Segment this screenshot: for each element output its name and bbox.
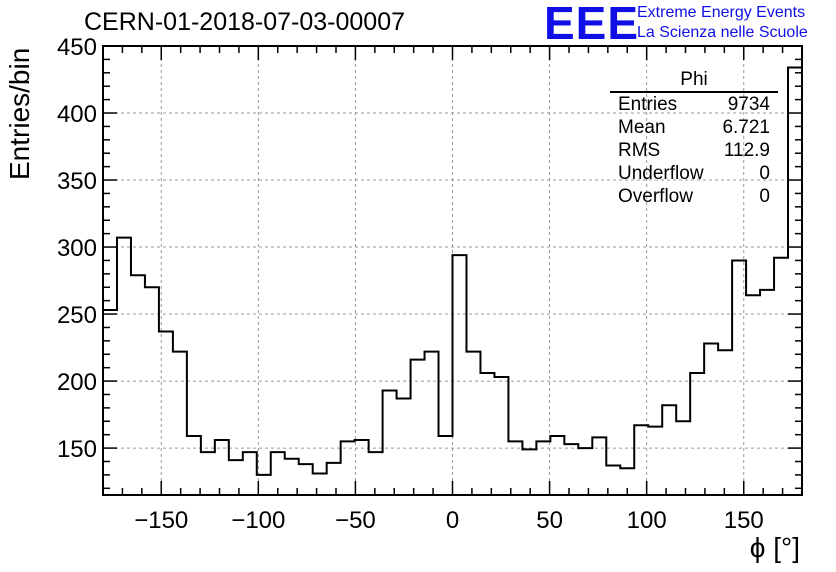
histogram-bin (508, 441, 522, 495)
histogram-bin (397, 398, 411, 495)
stats-row-value: 0 (759, 186, 770, 207)
x-tick-label: 50 (536, 507, 563, 534)
stats-row: RMS 112.9 (610, 139, 778, 162)
x-tick-labels: −150 −100 −50 0 50 100 150 (134, 507, 764, 534)
y-tick-label: 400 (57, 101, 97, 128)
y-tick-label: 150 (57, 436, 97, 463)
histogram-bin (788, 67, 802, 495)
histogram-bin (131, 275, 145, 495)
histogram-step-line (103, 66, 802, 476)
stats-row: Overflow 0 (610, 185, 778, 208)
x-tick-label: −50 (335, 507, 376, 534)
histogram-bin (425, 352, 439, 495)
histogram-bin (494, 377, 508, 495)
histogram-bin (313, 474, 327, 495)
x-axis-label: ϕ [°] (749, 532, 800, 563)
histogram-bin (103, 310, 117, 495)
x-tick-label: −100 (231, 507, 285, 534)
x-tick-label: 100 (627, 507, 667, 534)
histogram-bin (564, 444, 578, 495)
histogram-bin (718, 350, 732, 495)
y-tick-label: 300 (57, 235, 97, 262)
stats-row-value: 6.721 (722, 117, 770, 138)
stats-row-value: 0 (759, 163, 770, 184)
histogram-bin (383, 390, 397, 495)
chart-title: CERN-01-2018-07-03-00007 (84, 8, 406, 36)
histogram-bin (676, 421, 690, 495)
stats-title: Phi (610, 69, 778, 93)
stats-rows: Entries 9734 Mean 6.721 RMS 112.9 Underflow 0 Ov… (610, 93, 778, 208)
histogram-bin (760, 290, 774, 495)
axis-ticks (102, 45, 803, 495)
histogram-bin (648, 427, 662, 495)
x-tick-label: 0 (446, 507, 459, 534)
stats-row-label: RMS (618, 140, 661, 161)
stats-box: Phi Entries 9734 Mean 6.721 RMS 112.9 Underflo… (610, 69, 778, 208)
histogram-bin (187, 436, 201, 495)
histogram-bin (369, 452, 383, 495)
y-tick-label: 250 (57, 302, 97, 329)
y-tick-label: 200 (57, 369, 97, 396)
stats-row: Underflow 0 (610, 162, 778, 185)
histogram-bin (173, 352, 187, 495)
y-tick-label: 350 (57, 168, 97, 195)
histogram-bin (522, 449, 536, 495)
histogram-bin (117, 238, 131, 495)
histogram-bin (229, 460, 243, 495)
histogram-bin (201, 452, 215, 495)
histogram-bin (145, 287, 159, 495)
histogram-bin (690, 373, 704, 495)
stats-row-label: Entries (618, 94, 678, 115)
histogram-bin (243, 452, 257, 495)
y-tick-label: 450 (57, 34, 97, 61)
stats-row: Entries 9734 (610, 93, 778, 116)
logo-line-1: Extreme Energy Events (637, 4, 806, 21)
stats-row-label: Overflow (618, 186, 693, 207)
stats-row-label: Mean (618, 117, 666, 138)
histogram-bin (774, 258, 788, 495)
histogram-bin (453, 255, 467, 495)
logo-line-2: La Scienza nelle Scuole (637, 24, 808, 41)
stats-row-label: Underflow (618, 163, 704, 184)
histogram-bin (466, 352, 480, 495)
histogram-bin (746, 295, 760, 495)
histogram-bin (215, 440, 229, 495)
x-tick-label: 150 (724, 507, 764, 534)
stats-row-value: 112.9 (723, 140, 770, 161)
stats-row-value: 9734 (727, 94, 770, 115)
histogram-bin (536, 441, 550, 495)
histogram-bin (439, 436, 453, 495)
stats-row: Mean 6.721 (610, 116, 778, 139)
histogram-bin (578, 448, 592, 495)
eee-logo: EEE (544, 0, 640, 49)
histogram-bin (341, 441, 355, 495)
histogram-bin (411, 360, 425, 495)
histogram-bin (299, 464, 313, 495)
histogram-bin (592, 437, 606, 495)
histogram-bin (550, 436, 564, 495)
histogram-bin (662, 405, 676, 495)
histogram-bin (480, 373, 494, 495)
y-axis-label: Entries/bin (4, 47, 35, 180)
y-tick-labels: 150 200 250 300 350 400 450 (57, 34, 97, 463)
histogram-bin (704, 344, 718, 495)
histogram-bin (327, 463, 341, 495)
x-tick-label: −150 (134, 507, 188, 534)
